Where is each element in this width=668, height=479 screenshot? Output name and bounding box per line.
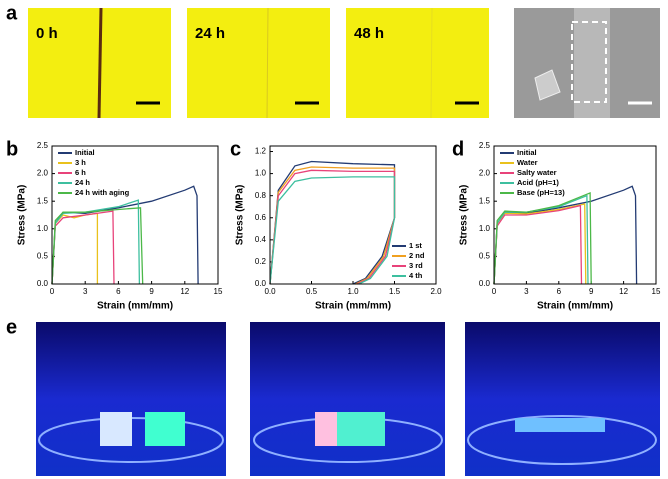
legend-label: 2 nd — [409, 251, 425, 260]
x-tick-label: 1.0 — [347, 287, 359, 296]
legend-label: Acid (pH=1) — [517, 178, 559, 187]
y-tick-label: 0.2 — [255, 257, 267, 266]
panel-a-images: 0 h 24 h 48 h — [28, 7, 660, 119]
photo — [346, 8, 489, 118]
y-axis-label: Stress (MPa) — [17, 185, 28, 246]
x-tick-label: 6 — [116, 287, 121, 296]
x-tick-label: 15 — [652, 287, 661, 296]
y-tick-label: 0.5 — [37, 252, 49, 261]
series-line — [51, 207, 144, 285]
panel-label: c — [230, 138, 241, 160]
series-line — [269, 169, 396, 285]
image-label: 0 h — [36, 25, 58, 42]
panel-label: d — [452, 138, 464, 160]
highlight-box — [571, 21, 607, 103]
legend-label: Water — [517, 158, 538, 167]
x-tick-label: 3 — [524, 287, 529, 296]
photo — [36, 322, 226, 476]
legend-label: Salty water — [517, 168, 557, 177]
legend-label: 4 th — [409, 271, 423, 280]
panel-label: b — [6, 138, 18, 160]
crack — [97, 7, 103, 119]
plot-frame — [269, 145, 437, 285]
x-tick-label: 0.5 — [306, 287, 318, 296]
x-tick-label: 0.0 — [264, 287, 276, 296]
x-tick-label: 1.5 — [389, 287, 401, 296]
legend-label: 24 h — [75, 178, 90, 187]
y-tick-label: 0.5 — [479, 252, 491, 261]
x-tick-label: 6 — [557, 287, 562, 296]
series-line — [51, 185, 199, 285]
legend-label: Initial — [75, 148, 95, 157]
series-line — [493, 204, 583, 285]
y-tick-label: 1.5 — [37, 196, 49, 205]
y-tick-label: 1.5 — [479, 196, 491, 205]
panel-label: a — [6, 2, 18, 24]
y-tick-label: 1.2 — [255, 147, 267, 156]
image-label: 48 h — [354, 25, 384, 42]
legend-label: 24 h with aging — [75, 188, 130, 197]
x-tick-label: 12 — [180, 287, 189, 296]
plot-frame — [493, 145, 657, 285]
y-tick-label: 0.4 — [255, 235, 267, 244]
photo — [250, 322, 445, 476]
y-tick-label: 1.0 — [255, 169, 267, 178]
series-line — [269, 176, 396, 285]
sample — [100, 412, 132, 446]
y-tick-label: 0.8 — [255, 191, 267, 200]
sample — [145, 412, 185, 446]
legend-label: 3 h — [75, 158, 86, 167]
legend-label: Base (pH=13) — [517, 188, 565, 197]
legend-label: Initial — [517, 148, 537, 157]
x-tick-label: 0 — [492, 287, 497, 296]
x-axis-label: Strain (mm/mm) — [315, 301, 391, 312]
y-axis-label: Stress (MPa) — [459, 185, 470, 246]
sample — [515, 418, 605, 432]
photo — [187, 8, 330, 118]
y-tick-label: 1.0 — [37, 224, 49, 233]
x-axis-label: Strain (mm/mm) — [97, 301, 173, 312]
x-tick-label: 3 — [83, 287, 88, 296]
x-tick-label: 15 — [214, 287, 223, 296]
y-tick-label: 1.0 — [479, 224, 491, 233]
x-tick-label: 0 — [50, 287, 55, 296]
legend-label: 6 h — [75, 168, 86, 177]
crack — [266, 7, 269, 119]
dish — [467, 415, 657, 465]
x-axis-label: Strain (mm/mm) — [537, 301, 613, 312]
y-tick-label: 2.5 — [37, 141, 49, 150]
legend-label: 3 rd — [409, 261, 423, 270]
sample — [315, 412, 337, 446]
photo — [465, 322, 660, 476]
series-line — [493, 185, 638, 285]
x-tick-label: 2.0 — [430, 287, 442, 296]
panel-label: e — [6, 316, 17, 338]
y-tick-label: 0.6 — [255, 213, 267, 222]
series-line — [269, 166, 396, 285]
x-tick-label: 9 — [589, 287, 594, 296]
particle — [534, 69, 561, 101]
series-line — [493, 191, 592, 285]
y-tick-label: 0.0 — [479, 279, 491, 288]
sem-band — [574, 8, 610, 118]
panel-e-images — [36, 322, 660, 476]
series-line — [51, 210, 115, 285]
y-tick-label: 2.0 — [479, 169, 491, 178]
y-tick-label: 0.0 — [255, 279, 267, 288]
image-label: 24 h — [195, 25, 225, 42]
series-line — [269, 160, 396, 285]
series-line — [493, 203, 587, 285]
series-line — [51, 212, 99, 285]
x-tick-label: 12 — [619, 287, 628, 296]
crack — [430, 7, 433, 119]
legend-label: 1 st — [409, 241, 422, 250]
y-tick-label: 0.0 — [37, 279, 49, 288]
y-tick-label: 2.0 — [37, 169, 49, 178]
y-tick-label: 2.5 — [479, 141, 491, 150]
x-tick-label: 9 — [149, 287, 154, 296]
plot-frame — [51, 145, 219, 285]
y-axis-label: Stress (MPa) — [235, 185, 246, 246]
